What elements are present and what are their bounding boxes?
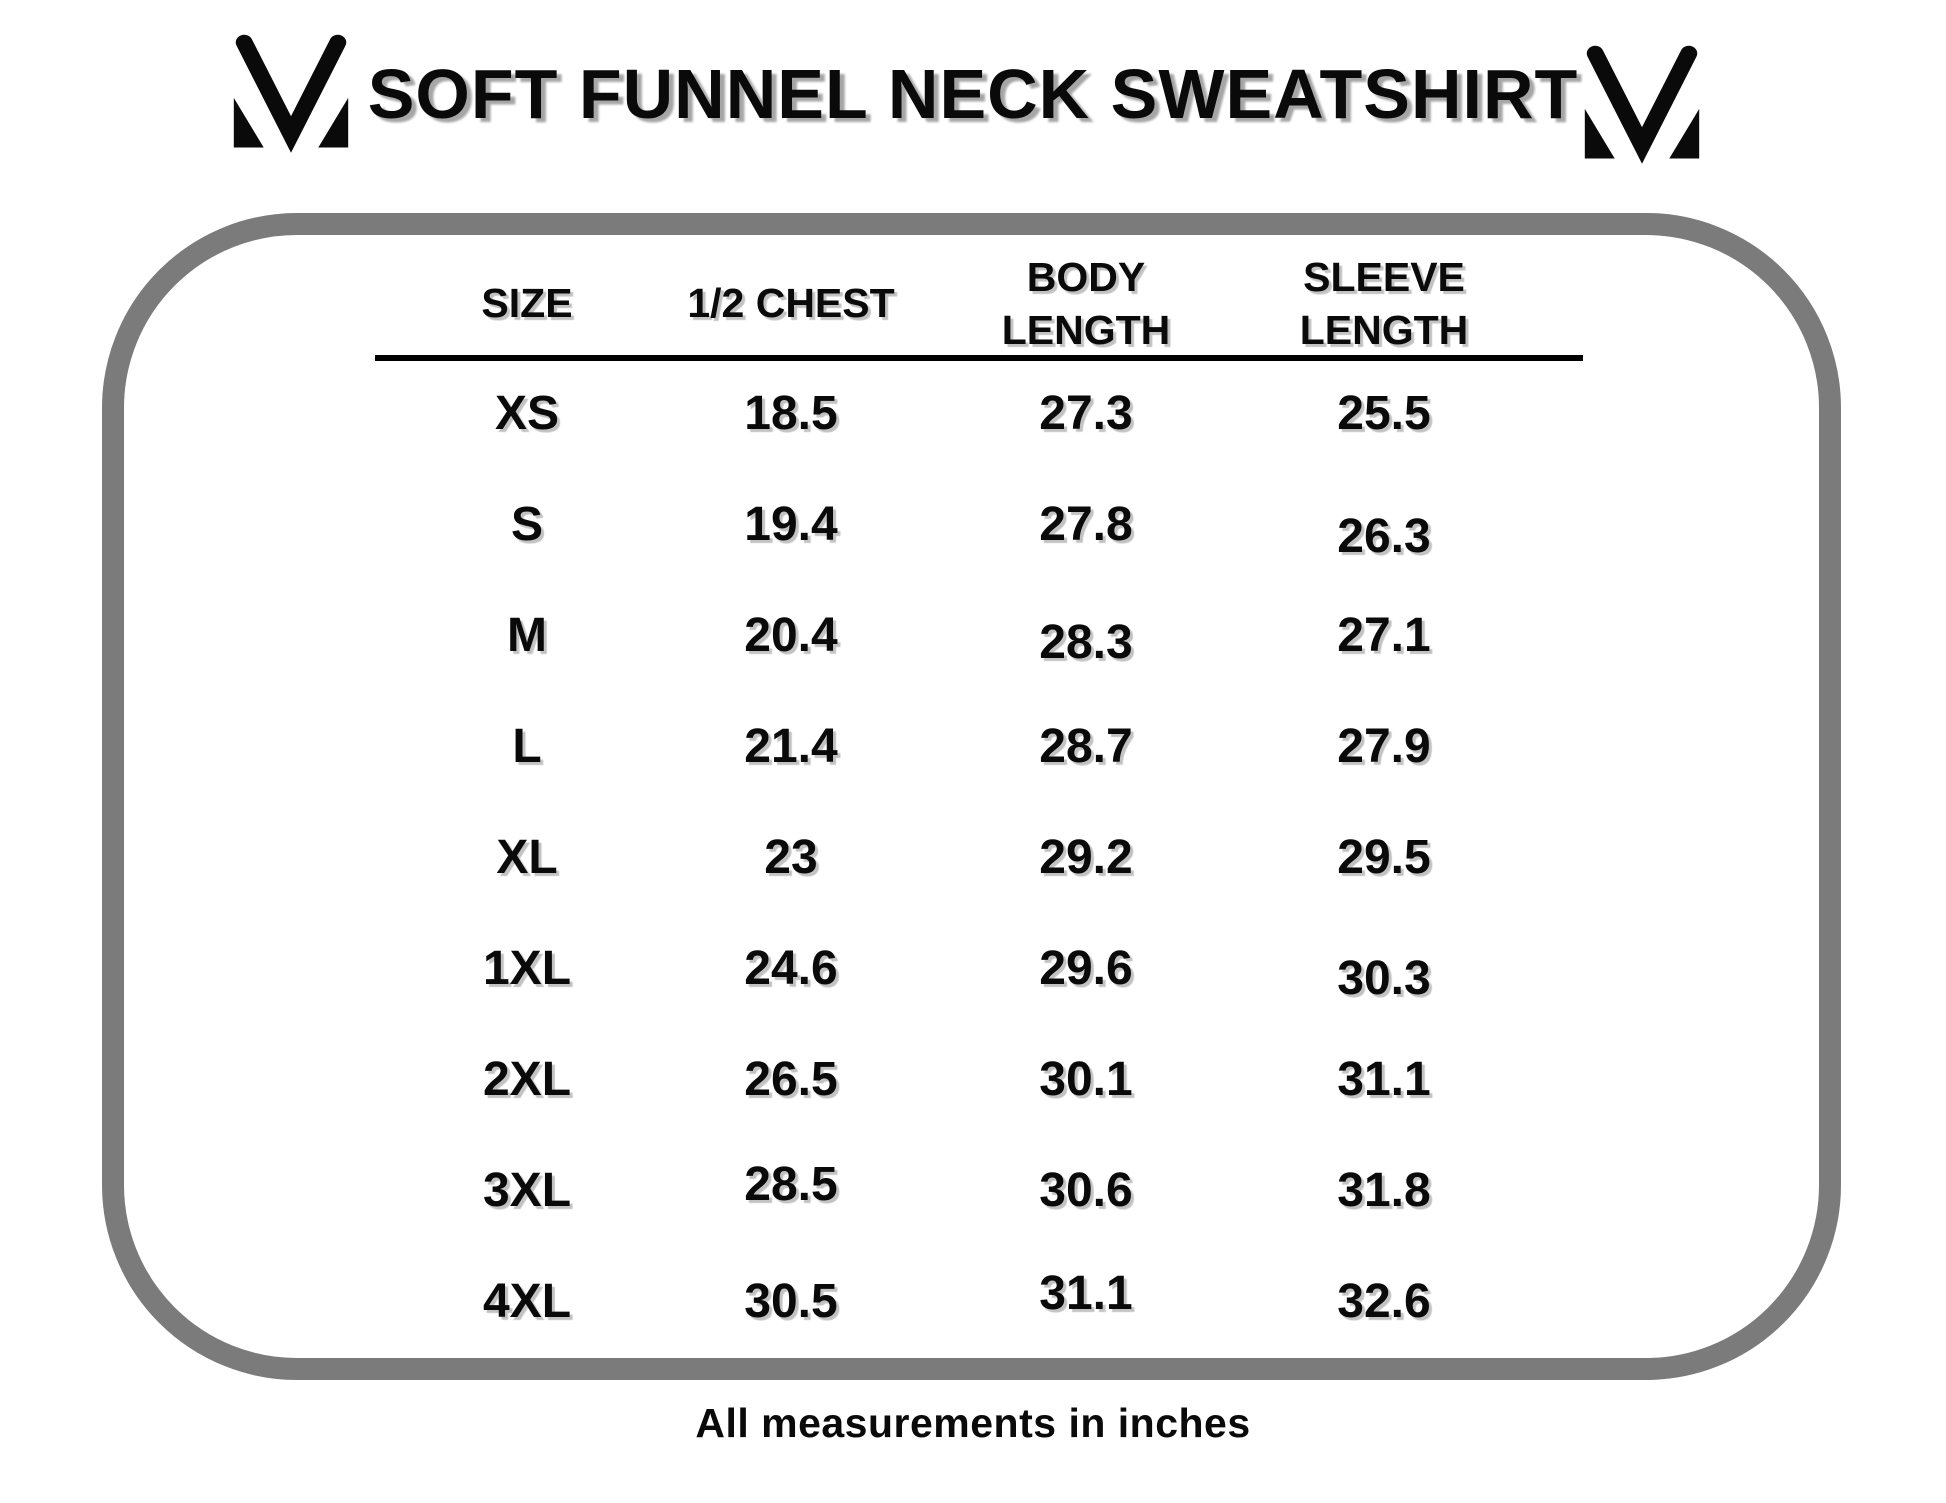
column-header: 1/2 CHEST bbox=[687, 280, 895, 326]
size-chart-panel: SIZE 1/2 CHEST BODY LENGTH SLEEVE LENGTH XS 18.… bbox=[102, 213, 1841, 1380]
size-cell: 2XL bbox=[482, 1053, 572, 1106]
size-cell: XS bbox=[494, 387, 560, 440]
measurement-cell: 29.2 bbox=[1039, 831, 1133, 884]
column-header: SLEEVE LENGTH bbox=[1299, 253, 1469, 353]
measurement-cell: 29.5 bbox=[1337, 831, 1431, 884]
measurement-cell: 31.1 bbox=[1039, 1267, 1133, 1320]
page-title: SOFT FUNNEL NECK SWEATSHIRT bbox=[367, 55, 1579, 133]
header-underline bbox=[375, 355, 1583, 361]
mv-monogram-icon bbox=[1577, 44, 1707, 164]
size-cell: XL bbox=[496, 831, 558, 884]
size-cell: 4XL bbox=[482, 1275, 572, 1328]
measurement-cell: 19.4 bbox=[744, 498, 838, 551]
measurement-cell: 23 bbox=[764, 831, 818, 884]
measurement-cell: 30.5 bbox=[744, 1275, 838, 1328]
measurement-cell: 30.3 bbox=[1337, 952, 1431, 1005]
measurement-cell: 30.1 bbox=[1039, 1053, 1133, 1106]
size-table: SIZE 1/2 CHEST BODY LENGTH SLEEVE LENGTH XS 18.… bbox=[375, 235, 1499, 1357]
measurement-cell: 31.1 bbox=[1337, 1053, 1431, 1106]
measurement-cell: 24.6 bbox=[744, 942, 838, 995]
column-header: SIZE bbox=[481, 280, 573, 326]
measurements-footnote: All measurements in inches bbox=[695, 1400, 1251, 1446]
column-header: BODY LENGTH bbox=[1001, 253, 1171, 353]
measurement-cell: 28.7 bbox=[1039, 720, 1133, 773]
size-cell: L bbox=[512, 720, 542, 773]
measurement-cell: 25.5 bbox=[1337, 387, 1431, 440]
size-cell: S bbox=[510, 498, 543, 551]
measurement-cell: 27.3 bbox=[1039, 387, 1133, 440]
measurement-cell: 27.9 bbox=[1337, 720, 1431, 773]
measurement-cell: 20.4 bbox=[744, 609, 838, 662]
measurement-cell: 21.4 bbox=[744, 720, 838, 773]
measurement-cell: 27.1 bbox=[1337, 609, 1431, 662]
measurement-cell: 32.6 bbox=[1337, 1275, 1431, 1328]
measurement-cell: 29.6 bbox=[1039, 942, 1133, 995]
measurement-cell: 28.3 bbox=[1039, 616, 1133, 669]
measurement-cell: 31.8 bbox=[1337, 1164, 1431, 1217]
measurement-cell: 26.3 bbox=[1337, 510, 1431, 563]
measurement-cell: 28.5 bbox=[744, 1158, 838, 1211]
measurement-cell: 27.8 bbox=[1039, 498, 1133, 551]
measurement-cell: 30.6 bbox=[1039, 1164, 1133, 1217]
size-cell: M bbox=[507, 609, 547, 662]
measurement-cell: 18.5 bbox=[744, 387, 838, 440]
measurement-cell: 26.5 bbox=[744, 1053, 838, 1106]
size-cell: 1XL bbox=[482, 942, 572, 995]
mv-monogram-icon bbox=[226, 33, 356, 153]
size-cell: 3XL bbox=[482, 1164, 572, 1217]
